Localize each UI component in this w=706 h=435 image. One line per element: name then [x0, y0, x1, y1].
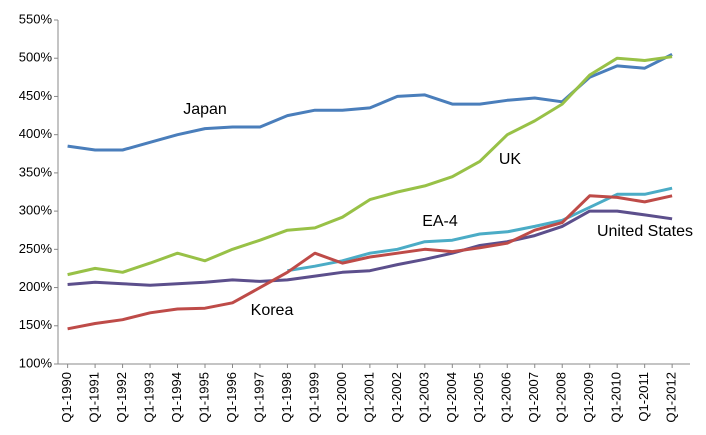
x-tick-label: Q1-1990: [59, 372, 74, 423]
x-tick-label: Q1-1991: [87, 372, 102, 423]
x-tick-label: Q1-1992: [114, 372, 129, 423]
series-line: [67, 55, 673, 277]
series-line: [67, 194, 673, 331]
x-tick-label: Q1-1996: [224, 372, 239, 423]
x-tick-label: Q1-2007: [526, 372, 541, 423]
x-tick-label: Q1-2004: [444, 372, 459, 423]
y-tick-label: 100%: [19, 355, 53, 370]
x-tick-label: Q1-2006: [499, 372, 514, 423]
y-tick-label: 550%: [19, 11, 53, 26]
x-tick-label: Q1-2011: [636, 372, 651, 422]
x-tick-label: Q1-2005: [471, 372, 486, 423]
y-tick-label: 400%: [19, 126, 53, 141]
x-tick-label: Q1-1998: [279, 372, 294, 423]
x-tick-label: Q1-2002: [389, 372, 404, 423]
y-tick-label: 350%: [19, 164, 53, 179]
series-label: Japan: [183, 101, 227, 118]
x-tick-label: Q1-2010: [609, 372, 624, 423]
series-label: Korea: [251, 302, 294, 319]
series-line: [287, 186, 673, 273]
x-tick-label: Q1-2012: [664, 372, 679, 423]
y-tick-label: 150%: [19, 317, 53, 332]
x-tick-label: Q1-2008: [554, 372, 569, 423]
x-tick-label: Q1-1997: [251, 372, 266, 423]
x-tick-label: Q1-2000: [334, 372, 349, 423]
x-tick-label: Q1-2009: [581, 372, 596, 423]
x-tick-label: Q1-1999: [306, 372, 321, 423]
y-tick-label: 300%: [19, 203, 53, 218]
series-line: [67, 209, 673, 287]
x-tick-label: Q1-1995: [196, 372, 211, 423]
x-tick-label: Q1-2003: [416, 372, 431, 423]
series-label: United States: [597, 223, 693, 240]
x-tick-label: Q1-1994: [169, 372, 184, 423]
series-label: UK: [499, 151, 522, 168]
series-line: [67, 53, 673, 152]
y-tick-label: 450%: [19, 88, 53, 103]
y-tick-label: 200%: [19, 279, 53, 294]
x-tick-label: Q1-1993: [141, 372, 156, 423]
series-label: EA-4: [422, 213, 458, 230]
x-tick-label: Q1-2001: [361, 372, 376, 423]
y-tick-label: 500%: [19, 50, 53, 65]
y-tick-label: 250%: [19, 241, 53, 256]
